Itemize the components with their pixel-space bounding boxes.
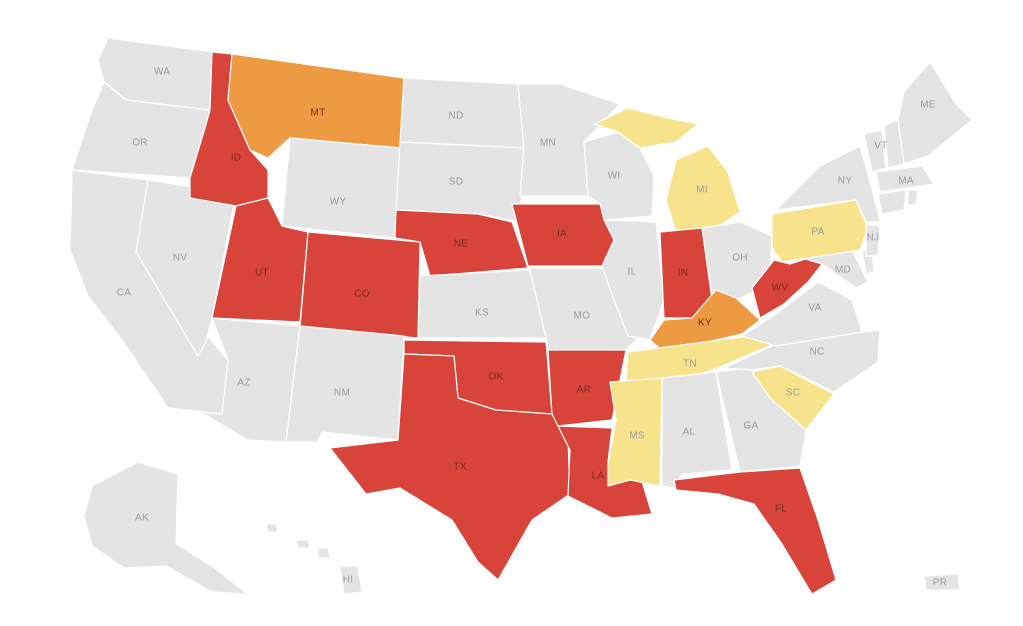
label-NY: NY: [838, 176, 853, 187]
label-VT: VT: [874, 141, 887, 152]
label-UT: UT: [255, 268, 269, 279]
label-OH: OH: [732, 253, 748, 264]
label-CA: CA: [117, 288, 132, 299]
label-MI: MI: [696, 185, 708, 196]
label-NJ: NJ: [867, 233, 880, 244]
label-IN: IN: [678, 268, 689, 279]
label-IA: IA: [557, 229, 567, 240]
state-AK[interactable]: [83, 461, 249, 595]
label-PR: PR: [933, 578, 948, 589]
label-WY: WY: [330, 197, 347, 208]
state-KS[interactable]: [417, 269, 547, 339]
label-MA: MA: [898, 176, 914, 187]
label-AR: AR: [577, 385, 592, 396]
state-FL[interactable]: [673, 467, 837, 595]
label-AK: AK: [135, 513, 149, 524]
state-RI[interactable]: [907, 189, 919, 207]
label-MD: MD: [835, 265, 851, 276]
label-TX: TX: [453, 462, 466, 473]
label-OR: OR: [132, 138, 148, 149]
label-NC: NC: [809, 347, 824, 358]
state-WY[interactable]: [281, 137, 401, 239]
label-MO: MO: [574, 311, 591, 322]
label-PA: PA: [811, 227, 824, 238]
state-NY[interactable]: [775, 145, 881, 223]
label-GA: GA: [743, 421, 758, 432]
label-MT: MT: [310, 108, 325, 119]
label-SC: SC: [786, 388, 801, 399]
label-WI: WI: [608, 171, 621, 182]
label-NM: NM: [334, 388, 350, 399]
state-NE[interactable]: [394, 209, 529, 277]
label-AL: AL: [683, 427, 696, 438]
state-IL[interactable]: [601, 219, 665, 341]
label-ND: ND: [448, 111, 463, 122]
state-CT[interactable]: [877, 189, 907, 215]
label-MN: MN: [540, 138, 556, 149]
state-HI[interactable]: [265, 523, 363, 595]
label-KS: KS: [475, 308, 489, 319]
state-CO[interactable]: [299, 231, 421, 339]
label-OK: OK: [488, 372, 503, 383]
state-LA[interactable]: [557, 425, 653, 519]
label-VA: VA: [808, 303, 821, 314]
state-VT[interactable]: [863, 129, 887, 173]
state-AR[interactable]: [547, 349, 627, 427]
state-ME[interactable]: [897, 61, 973, 165]
label-NV: NV: [173, 253, 188, 264]
label-MS: MS: [629, 431, 645, 442]
label-IL: IL: [628, 267, 637, 278]
label-LA: LA: [592, 471, 605, 482]
label-TN: TN: [683, 359, 697, 370]
label-WV: WV: [772, 283, 789, 294]
label-CO: CO: [354, 289, 370, 300]
state-MI[interactable]: [593, 107, 741, 233]
label-HI: HI: [343, 575, 354, 586]
state-VA[interactable]: [741, 281, 863, 347]
label-SD: SD: [449, 177, 464, 188]
label-ID: ID: [231, 153, 242, 164]
state-TX[interactable]: [329, 353, 571, 581]
label-FL: FL: [775, 504, 787, 515]
label-NE: NE: [454, 239, 469, 250]
state-NJ[interactable]: [865, 223, 881, 257]
label-KY: KY: [698, 318, 712, 329]
label-AZ: AZ: [237, 378, 250, 389]
state-NM[interactable]: [285, 325, 405, 443]
state-MA[interactable]: [875, 165, 935, 193]
state-PR[interactable]: [923, 573, 961, 591]
label-WA: WA: [154, 67, 170, 78]
state-SD[interactable]: [395, 141, 525, 223]
label-ME: ME: [920, 100, 936, 111]
